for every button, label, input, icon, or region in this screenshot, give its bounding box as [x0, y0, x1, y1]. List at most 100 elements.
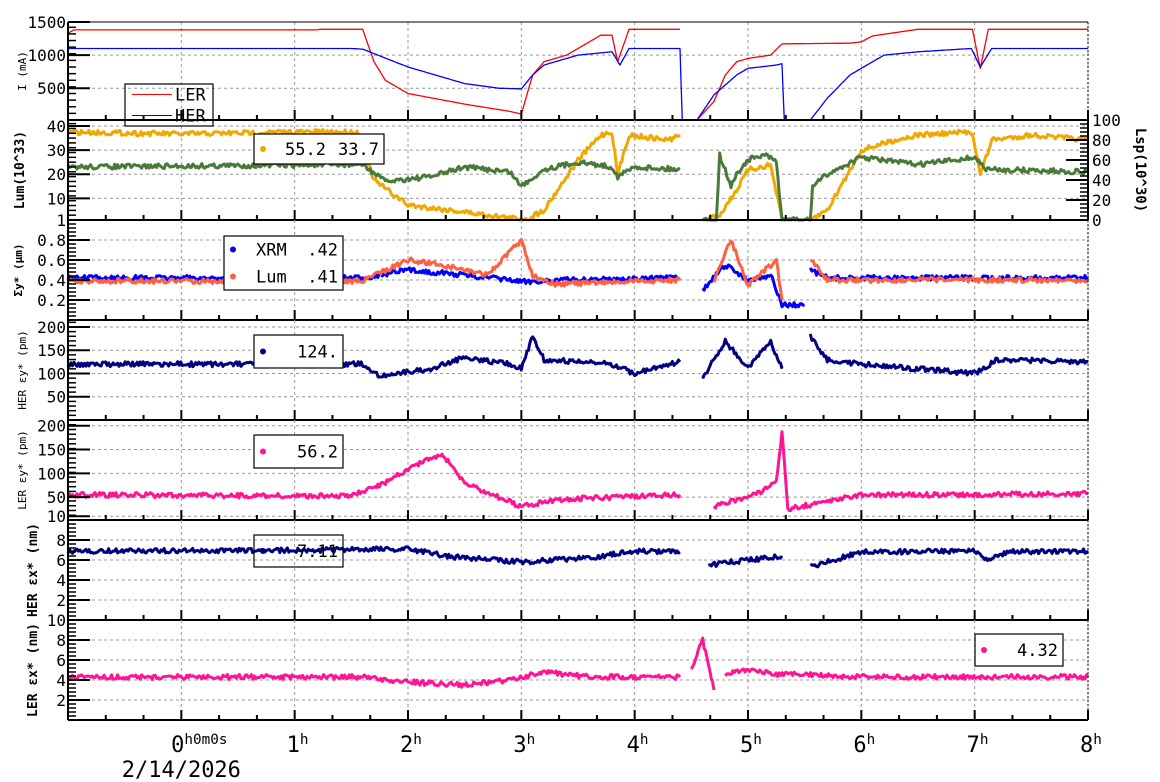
legend-value: 33.7 [338, 140, 379, 160]
y-tick-label: 150 [37, 441, 66, 460]
y-axis-label: HER εx* (nm) [26, 523, 41, 617]
y-tick-label: 100 [37, 464, 66, 483]
y-tick-label: 0.4 [37, 271, 66, 290]
y-tick-label: 40 [47, 117, 66, 136]
series-ler-eps-x [66, 669, 682, 689]
right-y-tick-label: 80 [1092, 131, 1111, 150]
legend-marker [260, 348, 266, 355]
y-axis-label: LER εy* (pm) [16, 430, 29, 509]
y-tick-label: 10 [47, 189, 66, 208]
y-tick-label: 1 [56, 211, 66, 230]
legend-box [253, 534, 344, 568]
series-her-eps-y [808, 333, 1089, 377]
y-tick-label: 4 [56, 671, 66, 690]
legend-box [253, 334, 344, 369]
y-tick-label: 100 [37, 364, 66, 383]
legend-value: .42 [307, 241, 338, 261]
legend-value: 4.32 [1017, 641, 1058, 661]
y-tick-label: 4 [56, 571, 66, 590]
y-tick-label: 50 [47, 488, 66, 507]
legend-label: HER [175, 107, 206, 127]
series-her [696, 47, 1088, 121]
legend-box [253, 434, 344, 469]
legend-marker [230, 273, 236, 280]
series-her [68, 47, 683, 121]
legend-marker [260, 548, 266, 554]
x-tick-label-0: 0h0m0s [171, 732, 227, 758]
legend-value: .41 [307, 268, 338, 288]
x-tick-label-2: 2h [400, 732, 422, 758]
panel-1: 500 1000 1500 I (mA) [16, 13, 1089, 121]
legend-value: 55.2 [285, 140, 326, 160]
y-tick-label: 6 [56, 551, 66, 570]
y-axis-label: HER εy* (pm) [16, 330, 29, 409]
y-tick-label: 1500 [27, 13, 66, 32]
series-ler-eps-y [712, 430, 1089, 512]
y-tick-label: 200 [37, 318, 66, 337]
series-lum [712, 239, 784, 301]
legend-marker [260, 146, 266, 152]
date-label: 2/14/2026 [122, 758, 241, 782]
legend-marker [981, 647, 987, 653]
y-tick-label: 150 [37, 341, 66, 360]
x-tick-label-1: 1h [287, 732, 309, 758]
right-y-tick-label: 60 [1092, 151, 1111, 170]
right-axis-label: Lsp(10^30) [1132, 128, 1148, 212]
legend: 7.11 [253, 534, 344, 568]
y-tick-label: 6 [56, 651, 66, 670]
legend-label: LER [175, 86, 206, 106]
y-tick-label: 0.8 [37, 231, 66, 250]
legend-label: XRM [256, 241, 287, 261]
y-axis-label: LER εx* (nm) [26, 623, 41, 717]
legend-box [253, 133, 385, 165]
y-tick-label: 500 [37, 79, 66, 98]
series-ler [696, 28, 1088, 121]
x-tick-label-7: 7h [967, 732, 989, 758]
legend-box [223, 235, 344, 291]
x-tick-label-8: 8h [1080, 732, 1102, 758]
legend: 4.32 [974, 633, 1064, 667]
legend-value: 7.11 [297, 542, 338, 562]
y-axis-label: Lum(10^33) [13, 131, 28, 209]
legend-box [974, 633, 1064, 667]
legend: 55.2 33.7 [253, 133, 385, 165]
y-tick-label: 200 [37, 417, 66, 436]
series-her-eps-x [809, 547, 1090, 569]
series-lum [809, 258, 1090, 284]
right-y-tick-label: 0 [1092, 211, 1102, 230]
y-tick-label: 20 [47, 165, 66, 184]
right-y-tick-label: 40 [1092, 171, 1111, 190]
x-tick-label-3: 3h [513, 732, 535, 758]
panel-2: 110203040Lum(10^33)020406080100Lsp(10^30… [13, 111, 1148, 230]
panel-4: 50 100 150 200 HER εy* (pm) 124. [16, 318, 1089, 421]
series-lsp [701, 161, 784, 222]
y-tick-label: 0.2 [37, 291, 66, 310]
y-tick-label: 8 [56, 631, 66, 650]
series-lum [701, 151, 1089, 222]
series-her-eps-y [701, 337, 784, 380]
x-tick-label-4: 4h [627, 732, 649, 758]
series-ler-eps-x [724, 667, 1090, 681]
panel-3: 0.20.40.60.8 Σy* (μm) XRM .42 Lum .41 [12, 220, 1090, 321]
y-tick-label: 2 [56, 691, 66, 710]
series-ler-eps-x [690, 636, 716, 691]
x-tick-label-6: 6h [853, 732, 875, 758]
x-tick-label-5: 5h [740, 732, 762, 758]
series-lum [67, 238, 682, 288]
legend-value: 56.2 [297, 443, 338, 463]
series-her-eps-x [66, 545, 681, 566]
series-lum [66, 159, 681, 187]
y-tick-label: 50 [47, 388, 66, 407]
y-tick-label: 8 [56, 531, 66, 550]
legend: 56.2 [253, 434, 344, 469]
legend-box [124, 83, 214, 127]
series-her-eps-x [707, 553, 784, 568]
y-tick-label: 2 [56, 591, 66, 610]
series-lsp [66, 128, 682, 222]
series-ler [67, 28, 680, 115]
right-y-tick-label: 100 [1092, 111, 1121, 130]
